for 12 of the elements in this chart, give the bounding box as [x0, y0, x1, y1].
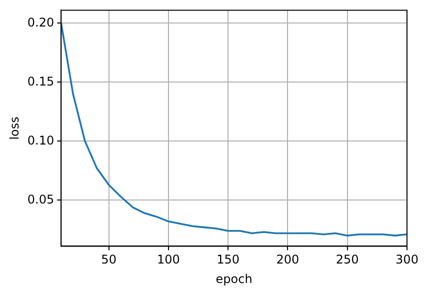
y-tick-label: 0.20	[27, 15, 54, 30]
y-axis-title: loss	[7, 116, 22, 140]
x-axis-title: epoch	[216, 272, 252, 286]
x-tick-label: 100	[157, 252, 180, 267]
x-tick-label: 300	[396, 252, 418, 267]
x-tick-label: 250	[336, 252, 359, 267]
x-tick-label: 150	[216, 252, 240, 267]
y-tick-label: 0.05	[27, 192, 54, 206]
y-tick-label: 0.15	[27, 74, 54, 88]
x-tick-label: 50	[101, 252, 116, 267]
x-tick-label: 200	[276, 252, 300, 267]
y-tick-label: 0.10	[27, 133, 54, 148]
